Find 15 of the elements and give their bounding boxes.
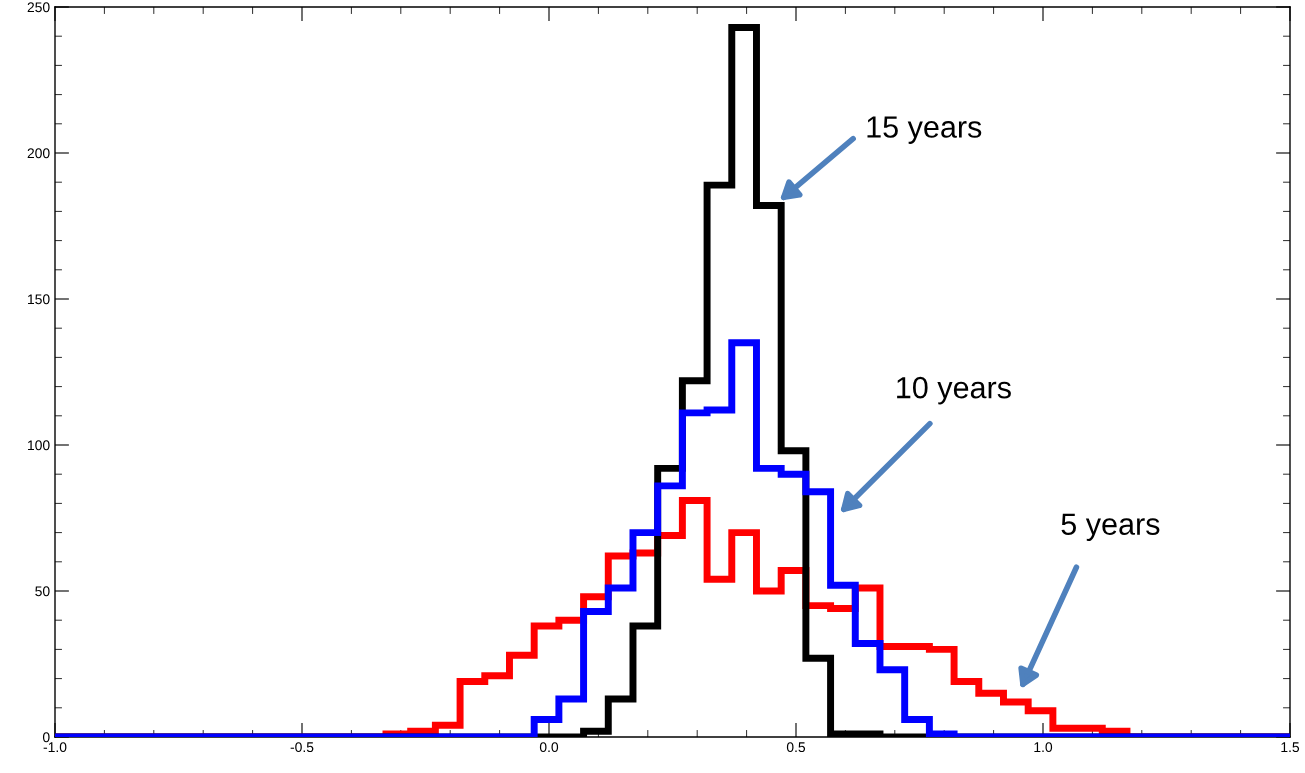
x-tick-label: 1.5 (1281, 742, 1300, 753)
y-tick-label: 200 (27, 148, 50, 159)
x-tick-label: 0.0 (539, 742, 559, 753)
x-tick-label: -1.0 (43, 742, 67, 753)
y-tick-label: 0 (42, 732, 50, 743)
y-tick-label: 250 (27, 2, 50, 13)
y-tick-label: 100 (28, 440, 50, 451)
x-tick-label: 0.5 (786, 742, 806, 753)
y-tick-label: 50 (35, 586, 50, 597)
annotation: 15 years (867, 116, 982, 144)
x-tick-label: 1.0 (1034, 742, 1053, 753)
y-tick-label: 150 (28, 294, 50, 305)
annotation: 5 years (1061, 513, 1160, 541)
annotation: 10 years (897, 376, 1011, 405)
x-tick-label: -0.5 (290, 742, 314, 753)
